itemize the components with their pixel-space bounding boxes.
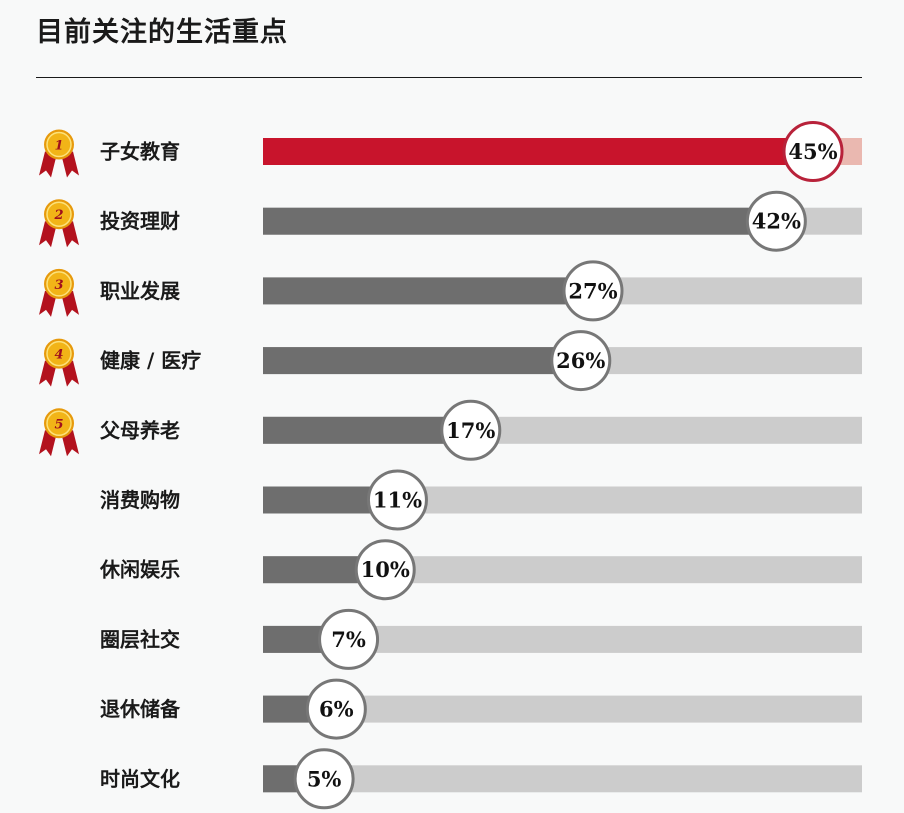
data-label: 27% [568, 278, 617, 303]
data-label: 42% [752, 209, 801, 234]
medal-face [46, 271, 72, 297]
data-label: 6% [319, 697, 354, 722]
value-circle [550, 330, 612, 392]
value-circle [354, 539, 416, 601]
value-circle [366, 469, 428, 531]
data-label: 10% [361, 557, 410, 582]
bar [263, 207, 777, 235]
medal-face [46, 340, 72, 367]
category-label: 职业发展 [100, 279, 180, 303]
medal-face [46, 201, 72, 227]
data-label: 11% [373, 488, 422, 513]
value-circle [562, 260, 624, 322]
data-label: 7% [331, 627, 366, 652]
category-label: 投资理财 [100, 209, 180, 233]
category-label: 健康 / 医疗 [100, 349, 201, 373]
value-circle [318, 608, 380, 670]
medal-rank: 5 [54, 417, 63, 432]
bar [263, 416, 471, 444]
bar [263, 138, 813, 165]
medal-rank: 2 [53, 208, 63, 223]
medal-face [46, 131, 72, 158]
category-label: 退休储备 [100, 697, 181, 721]
value-circle [745, 190, 807, 252]
category-label: 休闲娱乐 [99, 558, 180, 582]
bar [263, 277, 593, 305]
bar [263, 347, 581, 375]
category-label: 圈层社交 [100, 627, 180, 651]
value-circle [440, 399, 502, 461]
medal-face [46, 410, 72, 437]
medal-rank: 1 [54, 139, 63, 154]
bar-track [263, 765, 862, 793]
data-label: 45% [788, 139, 837, 164]
category-label: 父母养老 [99, 418, 180, 442]
data-label: 5% [307, 766, 342, 791]
data-label: 17% [446, 418, 495, 443]
medal-rank: 4 [54, 348, 63, 363]
value-circle [305, 678, 367, 740]
title-divider [36, 77, 862, 78]
page-title: 目前关注的生活重点 [36, 17, 288, 48]
category-label: 子女教育 [100, 140, 180, 164]
category-label: 时尚文化 [100, 767, 180, 791]
medal-rank: 3 [54, 278, 63, 293]
value-circle [782, 121, 844, 182]
data-label: 26% [556, 348, 605, 373]
category-label: 消费购物 [100, 488, 180, 512]
value-circle [293, 748, 355, 810]
